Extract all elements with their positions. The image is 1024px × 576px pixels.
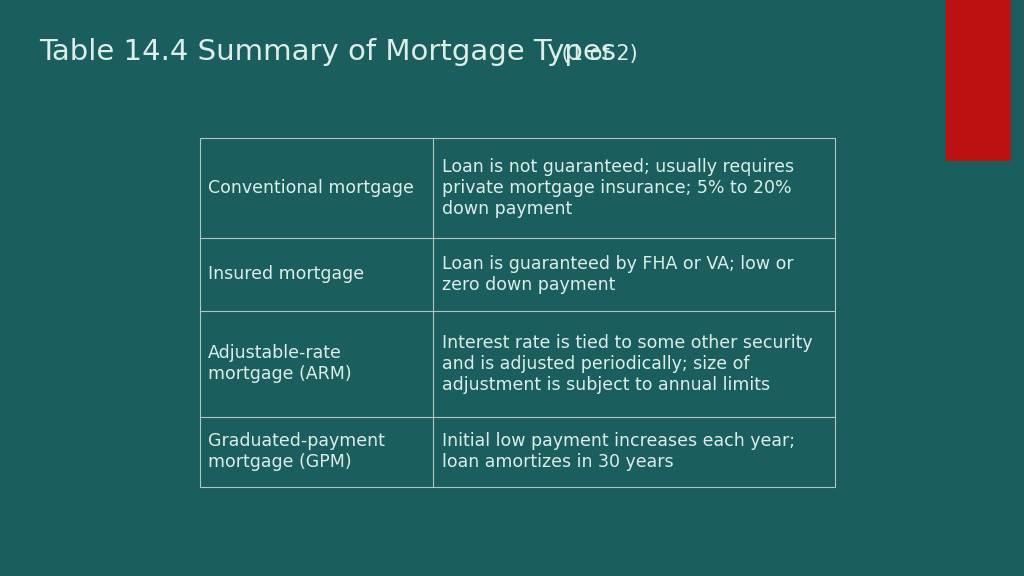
Text: Adjustable-rate
mortgage (ARM): Adjustable-rate mortgage (ARM) bbox=[208, 344, 351, 383]
Text: Loan is guaranteed by FHA or VA; low or
zero down payment: Loan is guaranteed by FHA or VA; low or … bbox=[441, 255, 794, 294]
Text: Conventional mortgage: Conventional mortgage bbox=[208, 179, 414, 197]
Text: (1 of 2): (1 of 2) bbox=[555, 44, 637, 65]
Text: Graduated-payment
mortgage (GPM): Graduated-payment mortgage (GPM) bbox=[208, 433, 385, 471]
Text: Table 14.4 Summary of Mortgage Types: Table 14.4 Summary of Mortgage Types bbox=[39, 39, 615, 66]
Text: Initial low payment increases each year;
loan amortizes in 30 years: Initial low payment increases each year;… bbox=[441, 433, 795, 471]
Text: Loan is not guaranteed; usually requires
private mortgage insurance; 5% to 20%
d: Loan is not guaranteed; usually requires… bbox=[441, 158, 794, 218]
Text: Interest rate is tied to some other security
and is adjusted periodically; size : Interest rate is tied to some other secu… bbox=[441, 334, 812, 393]
Text: Insured mortgage: Insured mortgage bbox=[208, 265, 364, 283]
